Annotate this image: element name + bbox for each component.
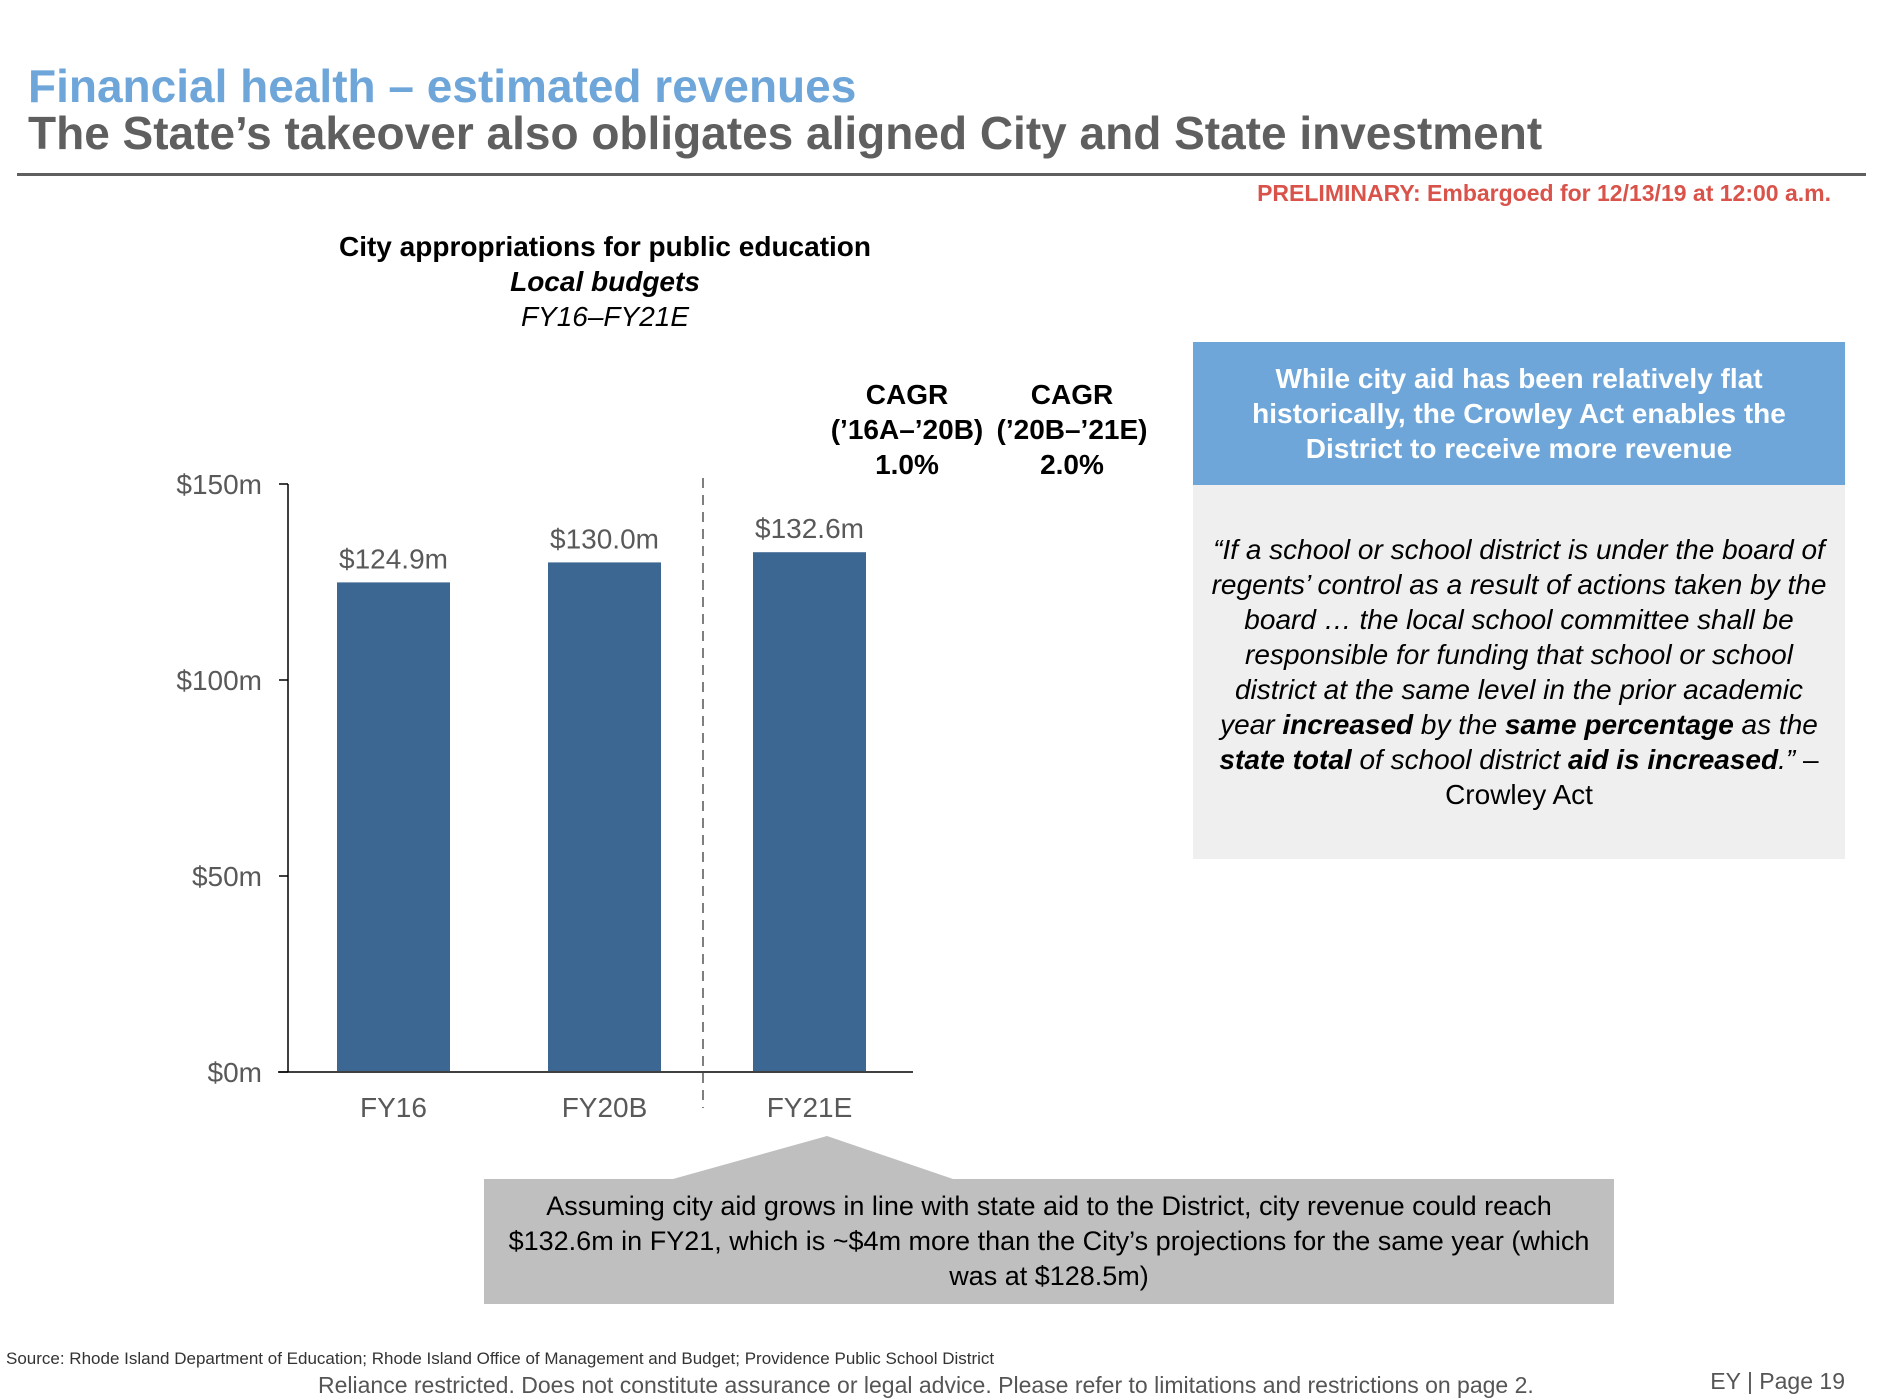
y-tick-label: $50m: [192, 861, 262, 892]
cagr-period: (’20B–’21E): [996, 414, 1148, 445]
chart-title: City appropriations for public education: [338, 231, 872, 262]
chart-period: FY16–FY21E: [520, 301, 690, 332]
callout-background: [484, 1179, 1614, 1304]
disclaimer: Reliance restricted. Does not constitute…: [318, 1372, 1534, 1398]
cagr-value: 2.0%: [1040, 449, 1104, 480]
quote-emphasis: same percentage: [1504, 709, 1734, 740]
bar-value-label: $130.0m: [550, 523, 659, 554]
crowley-act-quote: “If a school or school district is under…: [1193, 532, 1845, 812]
cagr-period: (’16A–’20B): [830, 414, 984, 445]
x-tick-label: FY21E: [767, 1092, 853, 1123]
title-divider: [17, 173, 1866, 176]
x-tick-label: FY20B: [562, 1092, 648, 1123]
callout-shape: [484, 1136, 1614, 1304]
x-axis: FY16 FY20B FY21E: [278, 478, 913, 1123]
bar-value-label: $132.6m: [755, 513, 864, 544]
page-number: EY | Page 19: [1710, 1368, 1845, 1394]
quote-text: “If a school or school district is under…: [1211, 534, 1827, 740]
y-tick-label: $100m: [176, 665, 262, 696]
quote-text: by the: [1413, 709, 1505, 740]
cagr-label: CAGR: [1030, 379, 1114, 410]
cagr-value: 1.0%: [875, 449, 939, 480]
insight-heading: While city aid has been relatively flat …: [1193, 342, 1845, 485]
quote-text: of school district: [1351, 744, 1568, 775]
bar-value-label: $124.9m: [339, 543, 448, 574]
y-tick-label: $0m: [208, 1057, 262, 1088]
cagr-annotation-1: CAGR (’16A–’20B) 1.0%: [807, 377, 1007, 482]
preliminary-notice: PRELIMINARY: Embargoed for 12/13/19 at 1…: [1257, 180, 1831, 206]
bar-fy21e: [753, 552, 866, 1071]
callout-text: Assuming city aid grows in line with sta…: [508, 1191, 1590, 1291]
x-tick-label: FY16: [360, 1092, 427, 1123]
quote-text: as the: [1733, 709, 1818, 740]
chart-subtitle: Local budgets: [510, 266, 700, 297]
quote-emphasis: state total: [1219, 744, 1352, 775]
slide-subtitle: The State’s takeover also obligates alig…: [28, 107, 1543, 159]
cagr-annotation-2: CAGR (’20B–’21E) 2.0%: [972, 377, 1172, 482]
quote-attribution: – Crowley Act: [1445, 744, 1819, 810]
y-tick-label: $150m: [176, 469, 262, 500]
quote-emphasis: aid is increased: [1567, 744, 1779, 775]
bar-fy20b: [548, 562, 661, 1071]
insight-box: While city aid has been relatively flat …: [1193, 342, 1845, 859]
quote-emphasis: increased: [1282, 709, 1414, 740]
y-axis: $0m $50m $100m $150m: [176, 469, 289, 1088]
bars: $124.9m $130.0m $132.6m: [337, 513, 866, 1071]
bar-fy16: [337, 582, 450, 1071]
callout-pointer: [673, 1136, 953, 1179]
slide-title: Financial health – estimated revenues: [28, 60, 857, 112]
cagr-label: CAGR: [865, 379, 949, 410]
source-note: Source: Rhode Island Department of Educa…: [6, 1349, 995, 1368]
quote-text: .”: [1778, 744, 1796, 775]
